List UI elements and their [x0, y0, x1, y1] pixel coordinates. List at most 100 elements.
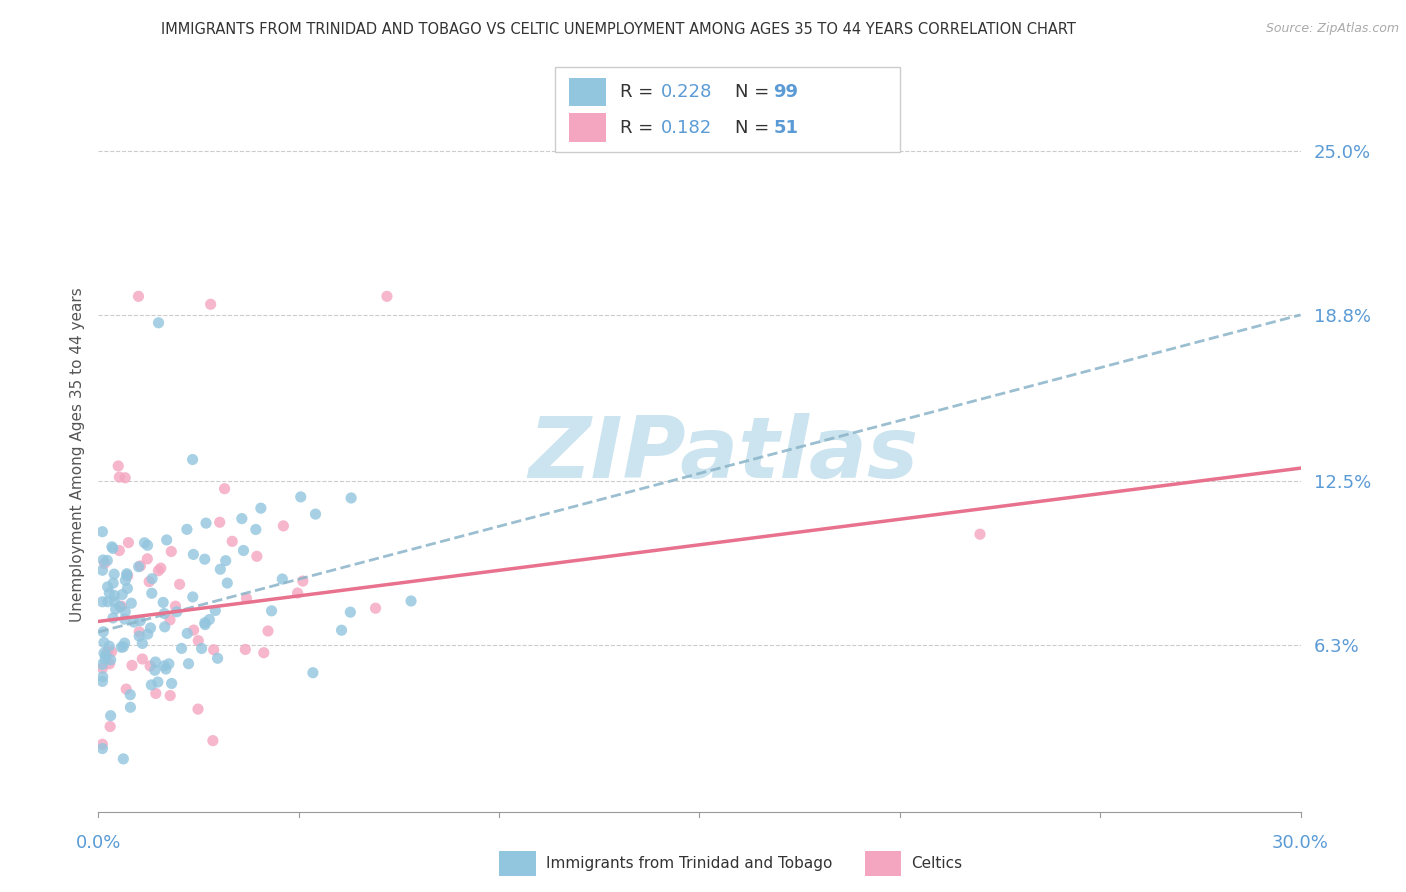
Point — [115, 568, 138, 582]
Point — [120, 700, 142, 714]
Point — [302, 665, 325, 680]
Point — [287, 586, 309, 600]
Point — [235, 591, 257, 606]
Text: Immigrants from Trinidad and Tobago: Immigrants from Trinidad and Tobago — [546, 856, 832, 871]
Point — [91, 661, 114, 675]
Point — [98, 657, 121, 671]
Text: 51: 51 — [773, 119, 799, 136]
Point — [153, 658, 176, 673]
Point — [250, 501, 273, 516]
Point — [152, 595, 174, 609]
Point — [103, 589, 125, 603]
Point — [176, 522, 198, 536]
Point — [108, 543, 131, 558]
Point — [93, 635, 115, 649]
Point — [114, 636, 136, 650]
Point — [160, 676, 183, 690]
Point — [101, 540, 124, 554]
Point — [153, 607, 176, 621]
Point — [364, 601, 387, 615]
Point — [200, 297, 222, 311]
Point — [122, 615, 145, 629]
Point — [91, 674, 114, 689]
Point — [101, 541, 124, 556]
Point — [91, 595, 114, 609]
Point — [110, 599, 132, 614]
Point — [139, 621, 162, 635]
Point — [217, 576, 239, 591]
Point — [115, 682, 138, 697]
Point — [100, 708, 122, 723]
Text: 0.182: 0.182 — [661, 119, 711, 136]
Point — [149, 561, 172, 575]
Point — [91, 737, 114, 751]
Point — [91, 553, 114, 567]
Point — [271, 572, 294, 586]
Point — [257, 624, 280, 638]
Point — [97, 595, 120, 609]
Point — [121, 658, 143, 673]
Point — [231, 511, 253, 525]
Point — [339, 605, 361, 619]
Point — [115, 566, 138, 581]
Point — [183, 623, 205, 637]
Point — [183, 548, 205, 562]
Point — [110, 640, 132, 655]
Point — [139, 659, 162, 673]
Point — [129, 614, 152, 628]
Point — [198, 613, 221, 627]
Point — [165, 599, 187, 614]
Point — [112, 752, 135, 766]
Point — [128, 289, 150, 303]
Point — [141, 678, 163, 692]
Text: R =: R = — [620, 119, 659, 136]
Point — [114, 612, 136, 626]
Point — [290, 490, 312, 504]
Point — [304, 507, 326, 521]
Point — [215, 554, 238, 568]
Point — [117, 535, 139, 549]
Point — [93, 646, 115, 660]
Point — [145, 655, 167, 669]
Point — [94, 652, 117, 666]
Point — [194, 615, 217, 630]
Point — [91, 670, 114, 684]
Point — [181, 590, 204, 604]
Point — [209, 562, 232, 576]
Point — [260, 604, 283, 618]
Point — [104, 602, 127, 616]
Text: Celtics: Celtics — [911, 856, 962, 871]
Point — [131, 652, 153, 666]
Point — [114, 605, 136, 619]
Point — [114, 574, 136, 588]
Point — [120, 596, 142, 610]
Point — [98, 639, 121, 653]
Point — [207, 651, 229, 665]
Point — [202, 642, 225, 657]
Point — [208, 515, 231, 529]
Point — [143, 663, 166, 677]
Point — [101, 611, 124, 625]
Point — [131, 636, 153, 650]
Point — [103, 567, 125, 582]
Point — [146, 675, 169, 690]
Point — [969, 527, 991, 541]
Point — [103, 594, 125, 608]
Point — [153, 620, 176, 634]
Point — [91, 624, 114, 639]
Point — [176, 626, 198, 640]
Text: 99: 99 — [773, 83, 799, 101]
Point — [235, 642, 257, 657]
Point — [141, 586, 163, 600]
Point — [340, 491, 363, 505]
Point — [195, 516, 218, 530]
Point — [98, 586, 121, 600]
Y-axis label: Unemployment Among Ages 35 to 44 years: Unemployment Among Ages 35 to 44 years — [69, 287, 84, 623]
Point — [214, 482, 236, 496]
Point — [253, 646, 276, 660]
Point — [166, 605, 188, 619]
Point — [98, 719, 121, 733]
Point — [91, 524, 114, 539]
Point — [187, 702, 209, 716]
Point — [108, 599, 131, 614]
